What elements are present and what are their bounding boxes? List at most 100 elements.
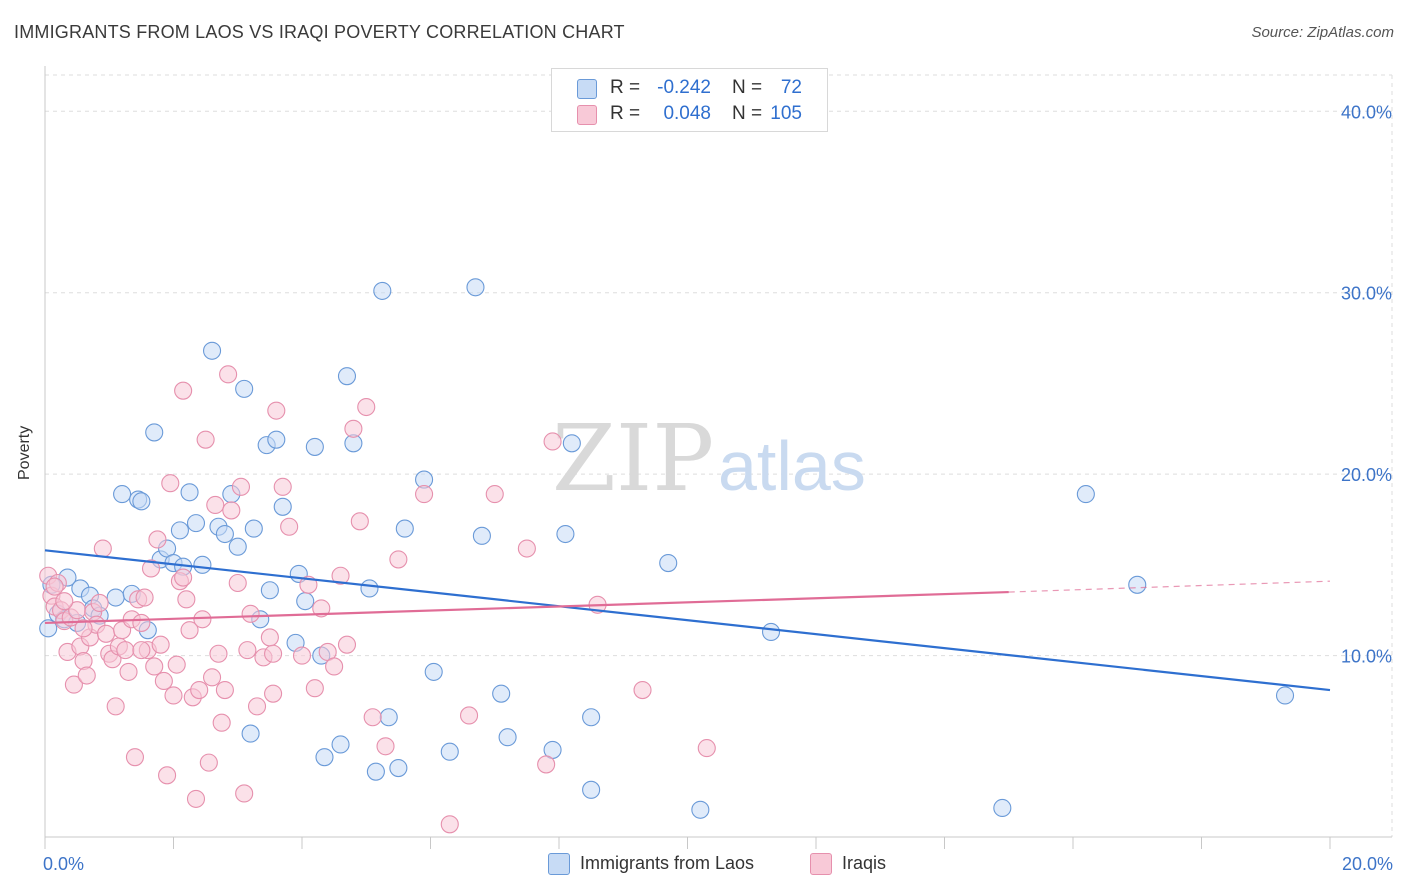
- iraqis-point: [190, 680, 209, 700]
- iraqis-point: [203, 668, 222, 687]
- laos-point: [331, 735, 350, 754]
- iraqis-point: [158, 766, 177, 785]
- bottom-legend-laos[interactable]: Immigrants from Laos: [548, 852, 798, 876]
- iraqis-point: [145, 657, 164, 676]
- laos-point: [296, 592, 315, 611]
- laos-point: [113, 485, 132, 504]
- laos-point: [424, 662, 443, 681]
- iraqis-point: [231, 477, 251, 496]
- laos-point: [582, 708, 601, 727]
- laos-point: [235, 379, 254, 398]
- bottom-legend-swatch-laos: [548, 853, 570, 875]
- bottom-legend-swatch-iraqis: [810, 853, 832, 875]
- iraqis-point: [228, 573, 247, 593]
- y-tick-label: 30.0%: [1341, 284, 1392, 304]
- laos-point: [186, 514, 206, 533]
- iraqis-point: [125, 748, 144, 767]
- iraqis-point: [337, 635, 357, 654]
- laos-point: [180, 483, 199, 502]
- laos-point: [305, 437, 324, 456]
- iraqis-point: [135, 588, 154, 607]
- iraqis-point: [235, 784, 254, 803]
- iraqis-point: [633, 680, 652, 700]
- laos-point: [106, 588, 125, 607]
- laos-point: [761, 622, 781, 642]
- watermark-zip: ZIP: [552, 405, 714, 512]
- legend-r-label: R =: [610, 77, 641, 98]
- iraqis-point: [222, 501, 241, 520]
- iraqis-point: [212, 713, 231, 732]
- points-layer: [39, 278, 1295, 834]
- iraqis-point: [45, 577, 64, 596]
- iraqis-point: [267, 401, 286, 420]
- laos-point: [440, 742, 459, 761]
- iraqis-point: [154, 671, 173, 691]
- iraqis-point: [273, 477, 292, 496]
- iraqis-point: [55, 592, 74, 611]
- iraqis-point: [132, 613, 151, 632]
- laos-point: [267, 430, 286, 449]
- iraqis-point: [174, 568, 193, 587]
- laos-point: [472, 526, 491, 545]
- legend-row-iraqis: R = 0.048 N = 105: [552, 101, 827, 127]
- x-tick-label-min: 0.0%: [43, 854, 84, 874]
- iraqis-point: [141, 559, 161, 578]
- iraqis-point: [292, 646, 312, 665]
- laos-point: [1076, 485, 1095, 504]
- laos-point: [203, 341, 222, 360]
- iraqis-point: [440, 815, 459, 834]
- iraqis-point: [415, 485, 434, 504]
- legend-row-laos: R = -0.242 N = 72: [552, 75, 827, 101]
- laos-point: [145, 423, 164, 442]
- laos-point: [337, 367, 357, 386]
- laos-point: [366, 762, 385, 781]
- iraqis-point: [357, 397, 376, 417]
- y-tick-label: 20.0%: [1341, 465, 1392, 485]
- laos-point: [389, 759, 408, 778]
- iraqis-point: [363, 708, 382, 727]
- iraqis-point: [697, 739, 716, 758]
- iraqis-trend-line: [44, 590, 1009, 625]
- iraqis-point: [344, 419, 363, 438]
- bottom-legend-label-laos: Immigrants from Laos: [580, 853, 755, 873]
- iraqis-point: [116, 641, 135, 660]
- laos-point: [360, 579, 379, 598]
- correlation-legend: R = -0.242 N = 72 R = 0.048 N = 105: [551, 68, 828, 132]
- iraqis-point: [280, 517, 299, 536]
- iraqis-point: [325, 657, 344, 676]
- iraqis-point: [264, 644, 283, 663]
- chart-title: IMMIGRANTS FROM LAOS VS IRAQI POVERTY CO…: [14, 22, 625, 42]
- legend-r-value: -0.242: [657, 77, 711, 98]
- iraqis-point: [389, 550, 408, 569]
- grid-layer: [45, 74, 1393, 837]
- iraqis-point: [186, 789, 206, 808]
- legend-swatch-laos: [577, 79, 597, 99]
- trend-layer: [44, 549, 1331, 692]
- laos-point: [1128, 575, 1147, 594]
- laos-point: [1275, 686, 1295, 705]
- iraqis-point: [193, 610, 212, 629]
- laos-point: [659, 553, 678, 573]
- laos-trend-line: [44, 549, 1331, 692]
- iraqis-point: [93, 539, 112, 558]
- iraqis-point: [305, 679, 324, 698]
- laos-point: [241, 724, 260, 743]
- iraqis-point: [299, 575, 318, 594]
- iraqis-point: [209, 644, 228, 663]
- iraqis-point: [241, 604, 260, 623]
- laos-point: [556, 524, 575, 544]
- laos-point: [193, 555, 212, 574]
- laos-point: [993, 798, 1012, 818]
- legend-n-label: N =: [732, 77, 763, 98]
- iraqis-point: [64, 675, 83, 694]
- iraqis-point: [219, 365, 238, 384]
- iraqis-point: [206, 495, 225, 515]
- bottom-legend-iraqis[interactable]: Iraqis: [810, 852, 910, 876]
- laos-point: [691, 800, 710, 819]
- legend-r-value: 0.048: [663, 103, 711, 124]
- iraqis-trend-extension: [1008, 580, 1331, 593]
- laos-point: [582, 780, 601, 799]
- iraqis-point: [151, 635, 170, 654]
- laos-point: [39, 619, 58, 638]
